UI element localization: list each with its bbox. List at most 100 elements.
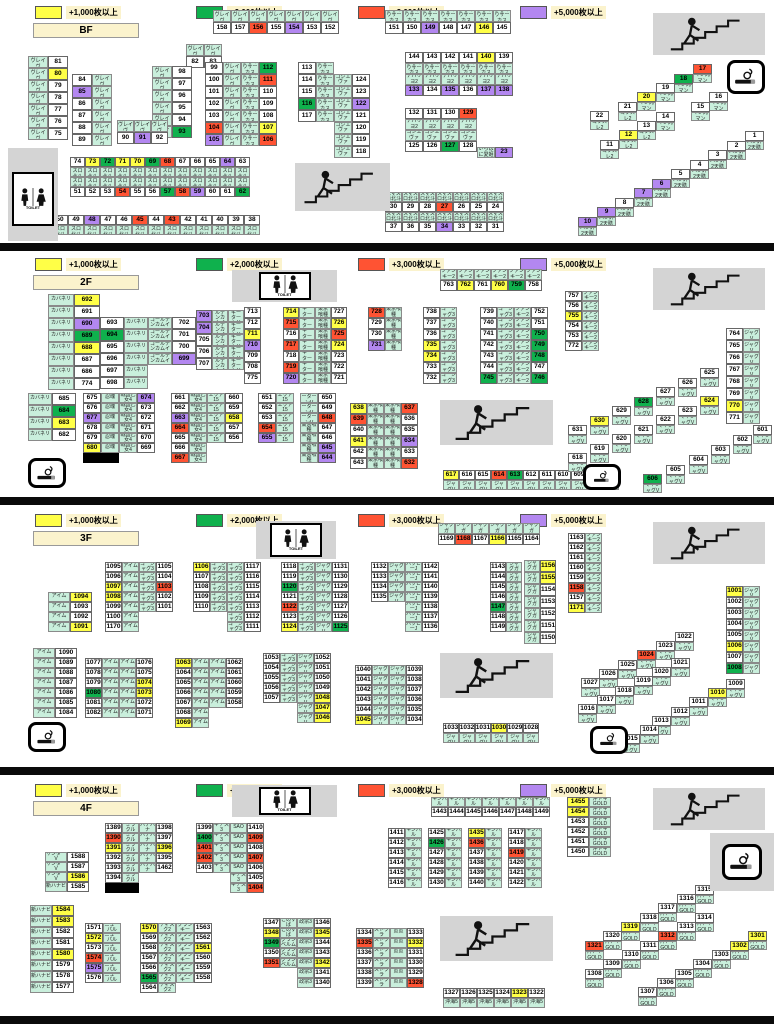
machine-name-label: ゴージャグ3 [227, 582, 244, 592]
machine-cell: 656 [225, 433, 243, 443]
machine-name-label: マイジャグV [315, 622, 332, 632]
machine-name-label: からくりサーカス [405, 63, 423, 74]
machine-name-label: 戦国乙女4 [119, 413, 137, 423]
machine-name-label: サンダーV [45, 862, 67, 872]
machine-cell: 711 [244, 329, 261, 340]
machine-name-label: マイジャグV [297, 683, 314, 693]
machine-cell: 604 [689, 455, 708, 465]
machine-cell: 84 [72, 74, 92, 86]
machine-cell: 769 [726, 388, 743, 400]
machine-cell: 658 [225, 413, 243, 423]
machine-name-label: 沖海5 [477, 998, 494, 1008]
machine-name-label: クランキー [176, 953, 194, 963]
machine-cell: 1582 [52, 927, 74, 938]
machine-cell: 1569 [140, 933, 158, 943]
machine-name-label: マイジャグV [389, 715, 406, 725]
toilet-label: TOILET [25, 205, 41, 210]
machine-name-label: ヴァルヴレイヴ [204, 44, 222, 56]
machine-cell: 632 [401, 458, 418, 469]
machine-cell: 140 [477, 52, 495, 63]
machine-name-label: ゴージャグ3 [497, 307, 514, 318]
machine-name-label: カバネリ [124, 341, 148, 353]
machine-name-label: ジャグガ [506, 592, 522, 602]
machine-name-label: 沖ドキGOLD [589, 847, 611, 857]
machine-cell: 1012 [671, 707, 690, 717]
machine-cell: 626 [678, 378, 697, 388]
machine-cell: 1118 [281, 562, 298, 572]
machine-cell: 1389 [105, 823, 122, 833]
machine-name-label: からくりサーカス [421, 10, 439, 22]
machine-cell: 722 [331, 362, 347, 373]
machine-name-label: 沖ドキGOLD [589, 837, 611, 847]
machine-name-label: モンキーターンV [228, 358, 244, 370]
machine-name-label: マイジャグV [372, 665, 389, 675]
machine-cell: 47 [100, 215, 116, 225]
machine-cell: 81 [48, 56, 68, 68]
machine-name-label: からくりサーカス [439, 10, 457, 22]
machine-name-label: スマスロ北斗 [453, 212, 470, 222]
machine-cell: 1071 [136, 708, 153, 718]
machine-name-label: クランキー [176, 943, 194, 953]
machine-cell: 731 [368, 340, 385, 351]
machine-cell: 75 [48, 128, 68, 140]
machine-name-label: 新ハナビ [30, 927, 52, 938]
machine-name-label: アイム [102, 698, 119, 708]
machine-name-label: アイム [209, 698, 226, 708]
machine-cell: 1082 [85, 708, 102, 718]
machine-name-label: ゴージャグ3 [210, 572, 227, 582]
machine-name-label: ゴージャグ3 [497, 362, 514, 373]
machine-name-label: ゴジエヴァ [334, 86, 352, 98]
machine-name-label: キンパル [533, 797, 550, 807]
stairs-icon [304, 170, 373, 204]
machine-name-label: 沖ドキGOLD [622, 960, 641, 969]
machine-name-label: マイジャグV [637, 660, 656, 669]
machine-cell: 127 [441, 141, 459, 152]
machine-name-label: ジャグガ [524, 596, 540, 608]
machine-cell: 1067 [175, 698, 192, 708]
machine-name-label: ゴールデンカムイ [212, 346, 228, 358]
machine-name-label: キンパル [405, 848, 422, 858]
machine-name-label: ヴァルヴレイヴ [28, 116, 48, 128]
machine-name-label: ギアス3 [213, 833, 230, 843]
machine-cell: 625 [700, 368, 719, 378]
machine-name-label: スマスロ北斗 [235, 167, 250, 177]
machine-name-label: ミラクル [122, 863, 139, 873]
machine-name-label: ディスク2 [158, 923, 176, 933]
machine-name-label: キンパル [525, 858, 542, 868]
machine-cell: 14 [656, 112, 675, 122]
machine-name-label: 新ハナビ [30, 949, 52, 960]
machine-cell: 1419 [508, 848, 525, 858]
machine-cell: 67 [175, 157, 190, 167]
machine-name-label: ゴージャグ3 [280, 693, 297, 703]
machine-name-label: ゴールデンカムイ [212, 358, 228, 370]
machine-cell: 696 [100, 353, 124, 365]
machine-name-label: 東京喰種 [315, 307, 331, 318]
machine-cell: 1559 [194, 963, 212, 973]
machine-cell: 1398 [156, 823, 173, 833]
machine-cell: 1032 [459, 723, 475, 733]
machine-cell: 1392 [105, 853, 122, 863]
machine-cell: 147 [457, 22, 475, 34]
blocked-cell [101, 453, 119, 463]
machine-name-label: 沖ドキGOLD [589, 797, 611, 807]
machine-cell: 694 [100, 329, 124, 341]
machine-name-label: 忍魂 [101, 443, 119, 453]
cigarette-icon [600, 733, 617, 746]
machine-cell: 1005 [726, 630, 743, 641]
machine-cell: 1153 [540, 596, 556, 608]
machine-name-label: からくりサーカス [475, 10, 493, 22]
machine-name-label: スマスロ北斗 [402, 212, 419, 222]
machine-cell: 771 [726, 412, 743, 424]
machine-name-label: 戦国乙女4 [119, 423, 137, 433]
machine-name-label: モンキーターンV [228, 346, 244, 358]
machine-cell: 1349 [263, 938, 280, 948]
machine-cell: 628 [634, 397, 653, 407]
machine-name-label: 忍魂 [101, 413, 119, 423]
machine-name-label: ヴァルヴレイヴ [152, 66, 172, 78]
machine-cell: 1062 [226, 658, 243, 668]
machine-name-label: マイジャグV [372, 715, 389, 725]
machine-cell: 1039 [406, 665, 423, 675]
machine-cell: 78 [48, 92, 68, 104]
restroom-figures-icon [21, 188, 46, 206]
machine-cell: 1143 [490, 562, 506, 572]
